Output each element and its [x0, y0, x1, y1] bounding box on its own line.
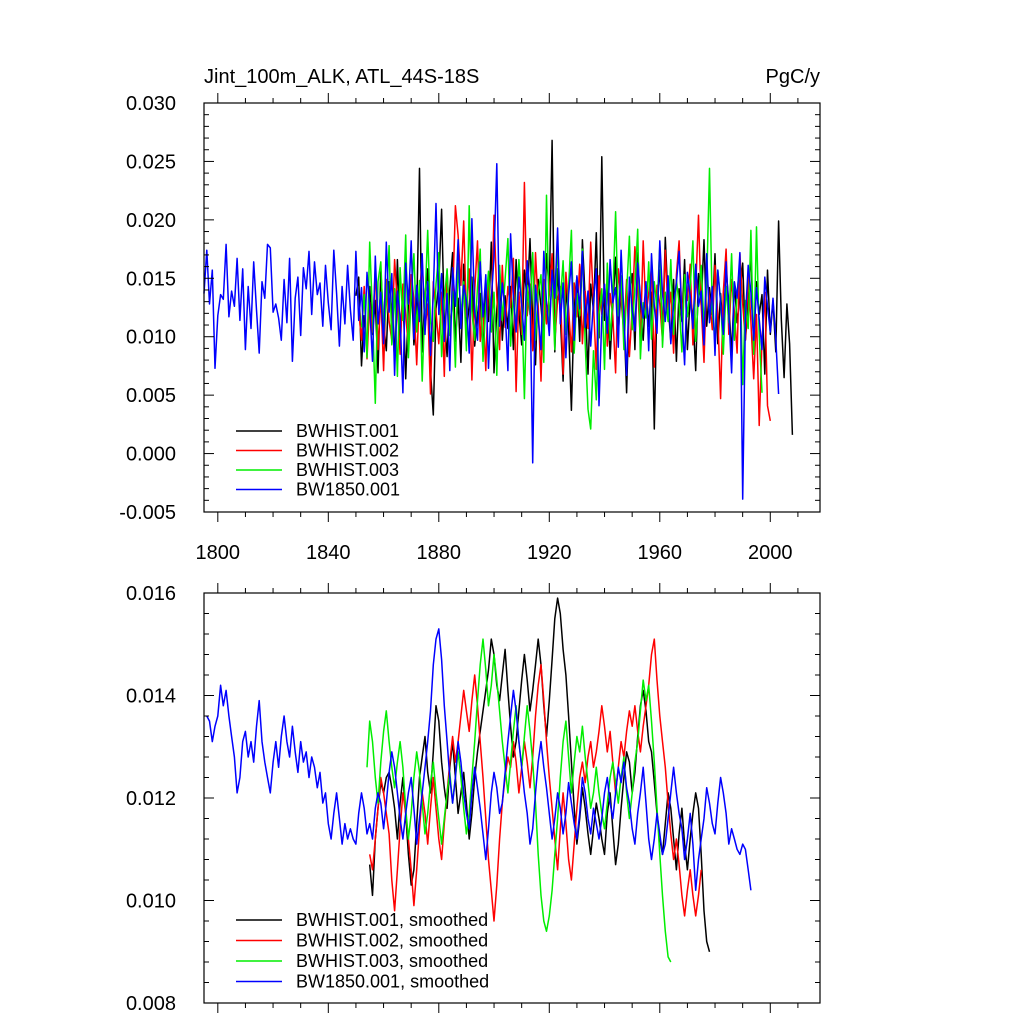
chart-title: Jint_100m_ALK, ATL_44S-18S	[204, 66, 479, 88]
bottom-panel: 0.008 0.010 0.012 0.014 0.016 BWHIST.001, smo…	[126, 583, 821, 1015]
legend-label: BW1850.001, smoothed	[296, 972, 489, 992]
y-tick-label: 0.010	[126, 891, 176, 913]
y-tick-label: -0.005	[119, 502, 176, 524]
x-tick-label: 1800	[196, 542, 241, 564]
legend-label: BWHIST.003, smoothed	[296, 951, 488, 971]
legend-label: BW1850.001	[296, 480, 400, 500]
y-tick-label: 0.015	[126, 268, 176, 290]
y-tick-label: 0.014	[126, 686, 176, 708]
legend-label: BWHIST.002, smoothed	[296, 931, 488, 951]
y-tick-label: 0.010	[126, 327, 176, 349]
y-tick-label: 0.030	[126, 93, 176, 115]
y-tick-label: 0.005	[126, 385, 176, 407]
y-tick-label: 0.000	[126, 444, 176, 466]
y-tick-label: 0.008	[126, 993, 176, 1015]
x-tick-label: 1960	[638, 542, 683, 564]
top-panel: -0.005 0.000 0.005 0.010 0.015 0.020 0.025 0.03…	[119, 66, 821, 564]
y-tick-label: 0.016	[126, 583, 176, 605]
legend-label: BWHIST.001	[296, 421, 399, 441]
x-tick-label: 1880	[417, 542, 462, 564]
x-tick-label: 1840	[306, 542, 351, 564]
y-tick-label: 0.025	[126, 151, 176, 173]
y-tick-label: 0.012	[126, 788, 176, 810]
series-line-4	[203, 163, 780, 500]
series-line-4	[206, 628, 752, 892]
legend-label: BWHIST.002	[296, 441, 399, 461]
x-tick-label: 2000	[748, 542, 793, 564]
legend-label: BWHIST.003	[296, 460, 399, 480]
series-line-1	[368, 597, 711, 952]
legend-label: BWHIST.001, smoothed	[296, 910, 488, 930]
plot-frame	[203, 102, 821, 513]
y-tick-label: 0.020	[126, 210, 176, 232]
series-line-3	[360, 167, 763, 430]
x-tick-label: 1920	[527, 542, 572, 564]
series-line-2	[368, 638, 702, 922]
units-label: PgC/y	[766, 66, 820, 88]
